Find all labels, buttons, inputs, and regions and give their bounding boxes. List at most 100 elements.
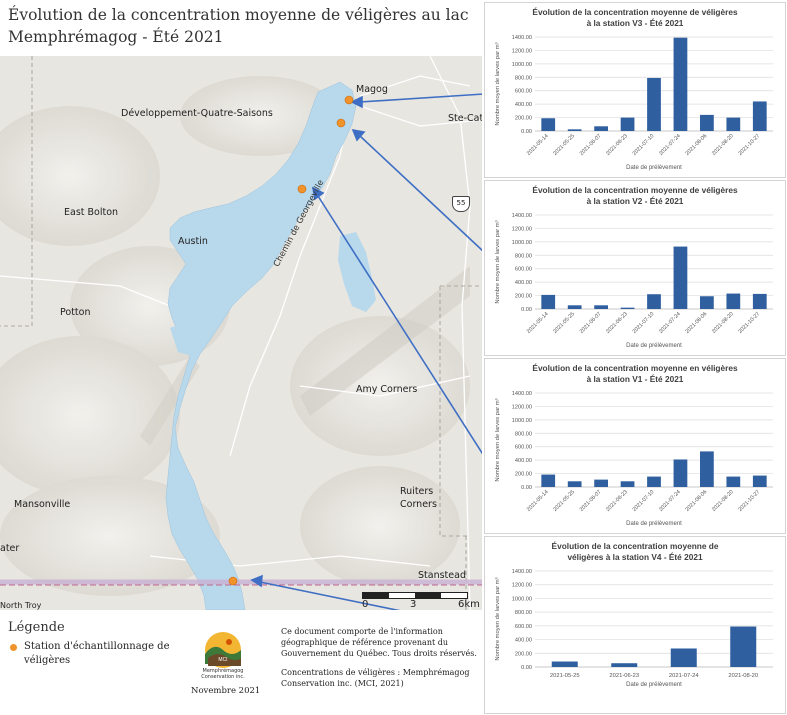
x-axis-label: Date de prélèvement: [626, 521, 682, 527]
logo-name: Memphrémagog Conservation inc.: [191, 668, 255, 680]
x-tick-label: 2021-08-06: [685, 489, 709, 513]
place-mansonville: Mansonville: [14, 499, 71, 510]
legend-title: Légende: [8, 620, 65, 635]
chart-v1: Évolution de la concentration moyenne en…: [495, 363, 773, 527]
y-tick-label: 1000.00: [512, 596, 532, 602]
map-title: Évolution de la concentration moyenne de…: [8, 6, 469, 46]
arrow-v3-head: [350, 95, 363, 109]
arrow-v4: [259, 581, 401, 610]
scale-bar-graphic: [362, 592, 468, 599]
x-tick-label: 2021-06-23: [609, 673, 639, 679]
x-tick-label: 2021-05-14: [526, 489, 550, 513]
x-tick-label: 2021-10-27: [737, 133, 761, 157]
y-tick-label: 1000.00: [512, 62, 532, 68]
station-v3: [344, 95, 354, 105]
y-tick-label: 1200.00: [512, 583, 532, 589]
x-tick-label: 2021-07-10: [632, 311, 656, 335]
title-area: Évolution de la concentration moyenne de…: [0, 0, 480, 56]
chart-title-line: Évolution de la concentration moyenne de: [552, 541, 719, 551]
y-axis-label: Nombre moyen de larves par m³: [495, 577, 501, 660]
x-tick-label: 2021-05-14: [526, 311, 550, 335]
x-tick-label: 2021-05-25: [552, 311, 576, 335]
chart-title-line: à la station V2 - Été 2021: [587, 196, 684, 206]
bar-2021-05-25: [567, 305, 582, 309]
map-date: Novembre 2021: [191, 686, 261, 696]
bar-2021-06-23: [620, 117, 635, 131]
place-austin: Austin: [178, 236, 208, 247]
x-tick-label: 2021-05-25: [552, 133, 576, 157]
chart-title-line: Évolution de la concentration moyenne de…: [532, 185, 738, 195]
bar-2021-07-24: [673, 246, 688, 309]
arrow-v1: [317, 195, 482, 455]
y-tick-label: 400.00: [515, 638, 532, 644]
y-tick-label: 200.00: [515, 651, 532, 657]
y-tick-label: 1000.00: [512, 418, 532, 424]
bar-2021-08-20: [726, 476, 741, 487]
x-tick-label: 2021-10-27: [737, 489, 761, 513]
x-axis-label: Date de prélèvement: [626, 343, 682, 349]
y-tick-label: 1200.00: [512, 404, 532, 410]
x-tick-label: 2021-07-24: [658, 311, 682, 335]
column-separator: [482, 0, 484, 715]
x-tick-label: 2021-05-25: [550, 673, 580, 679]
bar-2021-07-24: [673, 37, 688, 131]
x-axis-label: Date de prélèvement: [626, 165, 682, 171]
chart-title-line: Évolution de la concentration moyenne de…: [532, 7, 738, 17]
bar-2021-05-25: [551, 661, 578, 667]
y-axis-label: Nombre moyen de larves par m³: [495, 220, 501, 303]
bar-2021-10-27: [752, 475, 767, 487]
stations: [228, 95, 354, 586]
place-corners: Corners: [400, 499, 437, 510]
x-tick-label: 2021-06-23: [605, 133, 629, 157]
chart-title-line: Évolution de la concentration moyenne en…: [532, 363, 738, 373]
chart-v2: Évolution de la concentration moyenne de…: [495, 185, 773, 349]
x-tick-label: 2021-08-06: [685, 311, 709, 335]
x-tick-label: 2021-07-24: [658, 133, 682, 157]
y-tick-label: 0.00: [521, 485, 532, 491]
chart-title-line: à la station V3 - Été 2021: [587, 18, 684, 28]
y-tick-label: 200.00: [515, 472, 532, 478]
bar-2021-06-07: [594, 305, 608, 309]
bar-2021-10-27: [752, 101, 767, 131]
arrow-v1-head: [311, 186, 325, 201]
map-canvas: [0, 56, 482, 610]
chart-panel-v3: Évolution de la concentration moyenne de…: [484, 2, 786, 178]
place-magog: Magog: [356, 84, 388, 95]
bar-2021-08-06: [700, 451, 714, 487]
bar-2021-07-24: [670, 648, 697, 667]
station-v1: [297, 184, 307, 194]
y-tick-label: 0.00: [521, 307, 532, 313]
bar-2021-06-07: [594, 126, 608, 131]
x-tick-label: 2021-05-14: [526, 133, 550, 157]
station-v2: [336, 118, 346, 128]
bar-2021-07-10: [647, 77, 661, 131]
arrow-v4-head: [250, 574, 263, 588]
international-border: [0, 579, 482, 586]
place-potton: Potton: [60, 307, 91, 318]
logo-name-line1: Memphrémagog: [202, 668, 244, 674]
place-ste-catherine: Ste-Cat: [448, 113, 482, 124]
x-tick-label: 2021-06-23: [605, 311, 629, 335]
lake-memphremagog: [165, 81, 357, 610]
arrow-v2-head: [351, 128, 366, 142]
map-area[interactable]: Magog Développement-Quatre-Saisons Ste-C…: [0, 56, 482, 610]
bar-2021-07-10: [647, 476, 661, 487]
station-arrows: [250, 93, 482, 610]
place-north-troy: North Troy: [0, 601, 42, 610]
bar-2021-06-23: [620, 307, 635, 309]
y-tick-label: 1200.00: [512, 48, 532, 54]
y-tick-label: 0.00: [521, 129, 532, 135]
place-developpement-quatre-saisons: Développement-Quatre-Saisons: [121, 108, 273, 119]
bar-2021-08-20: [726, 293, 741, 309]
place-amy-corners: Amy Corners: [356, 384, 418, 395]
y-tick-label: 1400.00: [512, 213, 532, 219]
scale-label-3: 3: [410, 599, 417, 610]
legend-station-label: Station d'échantillonnage de véligères: [24, 641, 170, 666]
y-tick-label: 800.00: [515, 431, 532, 437]
bar-2021-07-10: [647, 294, 661, 309]
chart-panel-v1: Évolution de la concentration moyenne en…: [484, 358, 786, 534]
chart-v4: Évolution de la concentration moyenne de…: [495, 541, 773, 688]
x-tick-label: 2021-08-06: [685, 133, 709, 157]
arrow-v2: [359, 135, 482, 252]
lake-inlet-west: [170, 322, 196, 356]
